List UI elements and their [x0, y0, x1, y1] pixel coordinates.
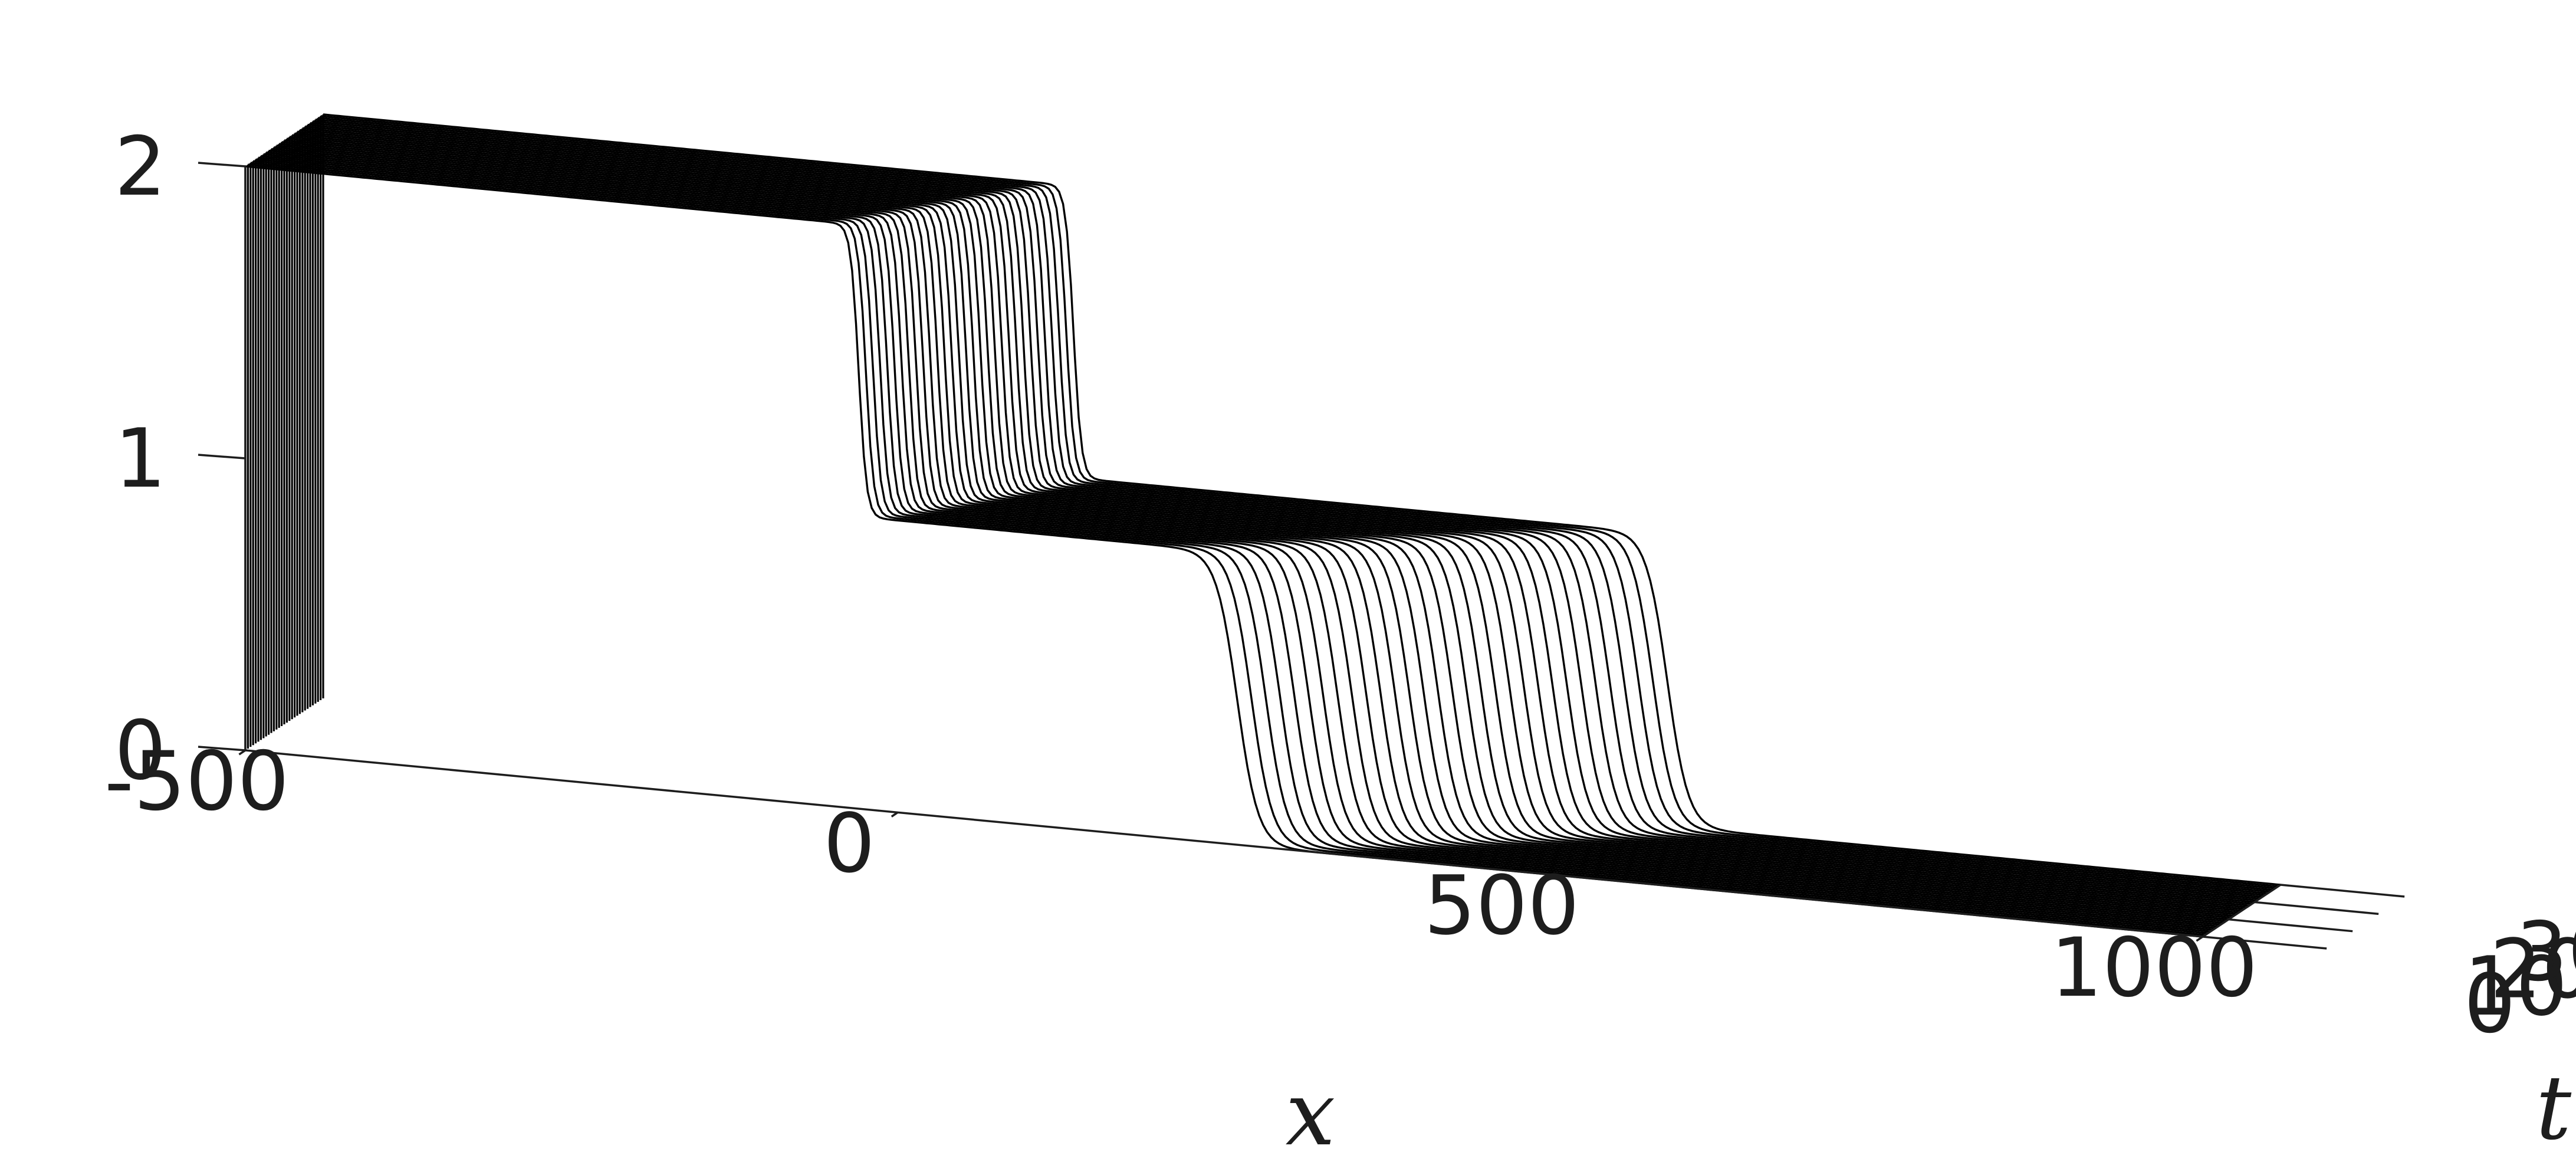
z-tick-label-0: 0 [114, 703, 166, 798]
profile-line-t1 [248, 163, 2206, 936]
profile-line-t9 [268, 149, 2226, 923]
profile-line-t17 [289, 136, 2247, 908]
x-tick-0 [891, 811, 899, 818]
profile-line-t25 [310, 122, 2268, 895]
profile-line-t23 [305, 125, 2263, 898]
x-tick-1000 [2196, 936, 2203, 942]
x-axis-line [245, 749, 2203, 938]
x-tick-label-1000: 1000 [2051, 920, 2258, 1015]
t-tick-label-30: 30 [2516, 904, 2576, 999]
t-tick-20 [2254, 901, 2379, 915]
profile-line-t7 [263, 153, 2221, 926]
tick-labels: -500050010000102030012 [104, 119, 2576, 1051]
profile-line-t4 [255, 158, 2213, 931]
x-tick-label-0: 0 [823, 796, 875, 891]
profile-line-t19 [294, 132, 2252, 905]
profile-line-t28 [318, 117, 2276, 890]
profile-line-t30 [323, 113, 2281, 886]
t-tick-label-0: 0 [2464, 956, 2516, 1051]
x-axis-label: x [1286, 1063, 1336, 1152]
profile-line-t29 [320, 115, 2278, 888]
t-tick-0 [2202, 936, 2327, 950]
t-axis-line [2202, 884, 2281, 938]
z-tick-1 [198, 454, 246, 460]
profile-line-t18 [292, 134, 2250, 907]
profile-line-t5 [258, 156, 2216, 929]
profile-line-t3 [253, 160, 2211, 933]
x-tick-label-500: 500 [1424, 858, 1579, 953]
profile-line-t24 [307, 123, 2265, 897]
z-tick-label-2: 2 [114, 119, 166, 214]
profile-lines [244, 113, 2281, 938]
profile-line-t20 [297, 130, 2255, 903]
profile-line-t2 [250, 162, 2208, 934]
t-tick-label-20: 20 [2490, 922, 2576, 1017]
t-tick-label-10: 10 [2464, 939, 2568, 1034]
z-tick-label-1: 1 [114, 411, 166, 506]
z-tick-0 [198, 746, 246, 751]
profile-line-t8 [266, 151, 2224, 924]
profile-line-t12 [276, 145, 2234, 917]
profile-line-t26 [313, 120, 2271, 893]
profile-line-t10 [271, 148, 2229, 921]
profile-line-t16 [287, 137, 2245, 910]
profile-line-t14 [281, 141, 2239, 914]
x-tick-500 [1543, 874, 1551, 880]
profile-line-t22 [302, 127, 2260, 900]
profile-line-t6 [261, 155, 2219, 928]
x-tick-label--500: -500 [104, 734, 289, 829]
profile-line-t0 [245, 165, 2203, 938]
profile-line-t11 [274, 146, 2232, 919]
t-tick-10 [2228, 918, 2353, 933]
profile-line-t27 [315, 119, 2273, 891]
profile-line-t13 [279, 143, 2237, 915]
t-axis-label: t [2536, 1057, 2572, 1152]
t-tick-30 [2280, 884, 2405, 898]
axes [198, 162, 2405, 950]
profile-line-t21 [300, 129, 2258, 902]
z-tick-2 [198, 162, 246, 168]
profile-line-t15 [284, 139, 2242, 912]
